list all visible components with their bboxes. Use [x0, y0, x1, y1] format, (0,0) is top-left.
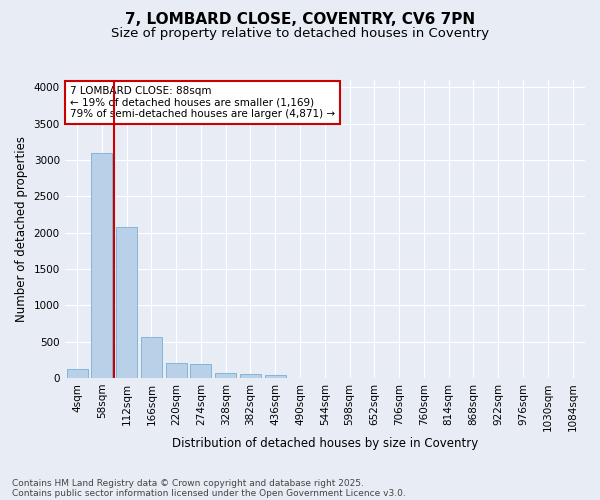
Text: Size of property relative to detached houses in Coventry: Size of property relative to detached ho…	[111, 28, 489, 40]
Bar	[215, 372, 236, 378]
Bar	[265, 375, 286, 378]
Bar	[116, 227, 137, 378]
Bar	[166, 364, 187, 378]
Text: Contains HM Land Registry data © Crown copyright and database right 2025.: Contains HM Land Registry data © Crown c…	[12, 478, 364, 488]
X-axis label: Distribution of detached houses by size in Coventry: Distribution of detached houses by size …	[172, 437, 478, 450]
Text: 7 LOMBARD CLOSE: 88sqm
← 19% of detached houses are smaller (1,169)
79% of semi-: 7 LOMBARD CLOSE: 88sqm ← 19% of detached…	[70, 86, 335, 119]
Text: 7, LOMBARD CLOSE, COVENTRY, CV6 7PN: 7, LOMBARD CLOSE, COVENTRY, CV6 7PN	[125, 12, 475, 28]
Bar	[190, 364, 211, 378]
Bar	[91, 152, 112, 378]
Y-axis label: Number of detached properties: Number of detached properties	[15, 136, 28, 322]
Text: Contains public sector information licensed under the Open Government Licence v3: Contains public sector information licen…	[12, 488, 406, 498]
Bar	[240, 374, 261, 378]
Bar	[67, 368, 88, 378]
Bar	[141, 336, 162, 378]
